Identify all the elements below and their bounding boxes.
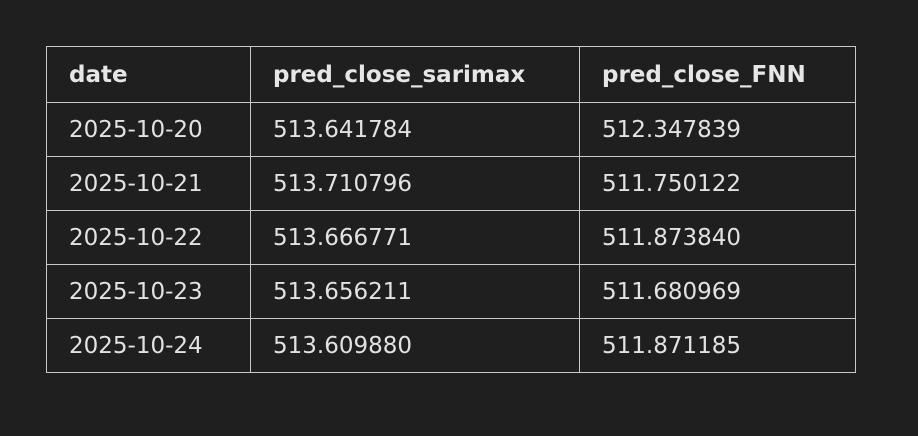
table-row: 2025-10-23 513.656211 511.680969 bbox=[46, 264, 856, 319]
cell-pred-close-fnn: 511.680969 bbox=[579, 264, 856, 319]
table-row: 2025-10-22 513.666771 511.873840 bbox=[46, 210, 856, 265]
cell-pred-close-sarimax: 513.656211 bbox=[250, 264, 580, 319]
header-row: date pred_close_sarimax pred_close_FNN bbox=[46, 46, 856, 103]
column-header-pred-close-sarimax: pred_close_sarimax bbox=[250, 46, 580, 103]
table-row: 2025-10-21 513.710796 511.750122 bbox=[46, 156, 856, 211]
table-row: 2025-10-24 513.609880 511.871185 bbox=[46, 318, 856, 373]
cell-pred-close-sarimax: 513.666771 bbox=[250, 210, 580, 265]
table-container: date pred_close_sarimax pred_close_FNN 2… bbox=[46, 46, 856, 373]
cell-date: 2025-10-23 bbox=[46, 264, 251, 319]
cell-pred-close-fnn: 511.750122 bbox=[579, 156, 856, 211]
column-header-date: date bbox=[46, 46, 251, 103]
table-row: 2025-10-20 513.641784 512.347839 bbox=[46, 102, 856, 157]
cell-date: 2025-10-20 bbox=[46, 102, 251, 157]
cell-date: 2025-10-21 bbox=[46, 156, 251, 211]
cell-pred-close-sarimax: 513.641784 bbox=[250, 102, 580, 157]
cell-date: 2025-10-22 bbox=[46, 210, 251, 265]
column-header-pred-close-fnn: pred_close_FNN bbox=[579, 46, 856, 103]
predictions-table: date pred_close_sarimax pred_close_FNN 2… bbox=[46, 46, 856, 373]
cell-pred-close-fnn: 511.873840 bbox=[579, 210, 856, 265]
cell-pred-close-sarimax: 513.710796 bbox=[250, 156, 580, 211]
cell-pred-close-sarimax: 513.609880 bbox=[250, 318, 580, 373]
cell-date: 2025-10-24 bbox=[46, 318, 251, 373]
cell-pred-close-fnn: 512.347839 bbox=[579, 102, 856, 157]
cell-pred-close-fnn: 511.871185 bbox=[579, 318, 856, 373]
